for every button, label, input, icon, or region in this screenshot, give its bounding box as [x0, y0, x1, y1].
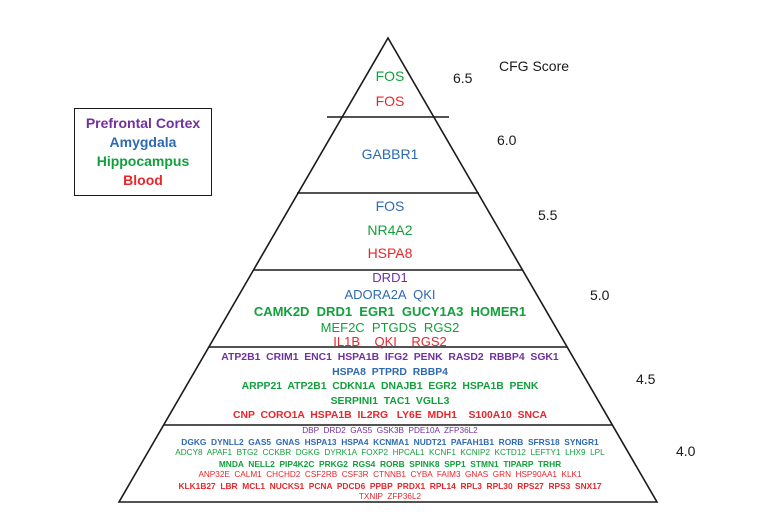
legend-amygdala: Amygdala: [109, 134, 177, 150]
legend-blood: Blood: [123, 172, 163, 188]
score-label: 4.0: [676, 443, 696, 459]
tier4-hippocampus-genes-2: MEF2C PTGDS RGS2: [320, 320, 460, 335]
tier1-blood-genes: FOS: [375, 93, 405, 109]
tier6-hippocampus-genes-1: ADCY8 APAF1 BTG2 CCKBR DGKG DYRK1A FOXP2…: [175, 448, 605, 457]
tier5-prefrontal-genes: ATP2B1 CRIM1 ENC1 HSPA1B IFG2 PENK RASD2…: [221, 352, 559, 363]
score-label: 4.5: [636, 371, 656, 387]
tier6-blood-genes-2: KLK1B27 LBR MCL1 NUCKS1 PCNA PDCD6 PPBP …: [178, 481, 602, 491]
tier2-amygdala-genes: GABBR1: [361, 146, 419, 162]
tier3-amygdala-genes: FOS: [375, 198, 405, 214]
score-label: 5.5: [538, 207, 558, 223]
legend-hippocampus: Hippocampus: [96, 153, 190, 169]
tier6-blood-genes-3: TXNIP ZFP36L2: [358, 492, 422, 501]
score-label: 5.0: [590, 287, 610, 303]
tier1-hippocampus-genes: FOS: [375, 68, 405, 84]
tier4-hippocampus-genes-1: CAMK2D DRD1 EGR1 GUCY1A3 HOMER1: [253, 304, 527, 319]
tier5-hippocampus-genes-1: ARPP21 ATP2B1 CDKN1A DNAJB1 EGR2 HSPA1B …: [241, 381, 539, 392]
cfg-score-title: CFG Score: [499, 58, 570, 74]
pyramid-outline: [117, 36, 659, 503]
tier5-blood-genes: CNP CORO1A HSPA1B IL2RG LY6E MDH1 S100A1…: [232, 410, 548, 421]
tier5-amygdala-genes: HSPA8 PTPRD RBBP4: [332, 367, 448, 378]
tier5-hippocampus-genes-2: SERPINI1 TAC1 VGLL3: [330, 396, 450, 407]
tier3-blood-genes: HSPA8: [367, 245, 413, 261]
tier4-amygdala-genes: ADORA2A QKI: [344, 287, 436, 302]
score-label: 6.5: [453, 70, 473, 86]
tier6-blood-genes-1: ANP32E CALM1 CHCHD2 CSF2RB CSF3R CTNNB1 …: [198, 470, 582, 479]
legend-box: Prefrontal Cortex Amygdala Hippocampus B…: [74, 108, 212, 196]
tier6-prefrontal-genes: DBP DRD2 GAS5 GSK3B PDE10A ZFP36L2: [302, 426, 478, 435]
legend-prefrontal: Prefrontal Cortex: [85, 115, 201, 131]
tier3-hippocampus-genes: NR4A2: [367, 222, 413, 238]
score-label: 6.0: [497, 132, 517, 148]
tier6-amygdala-genes: DGKG DYNLL2 GAS5 GNAS HSPA13 HSPA4 KCNMA…: [181, 437, 599, 447]
tier6-hippocampus-genes-2: MNDA NELL2 PIP4K2C PRKG2 RGS4 RORB SPINK…: [218, 459, 562, 469]
tier4-prefrontal-genes: DRD1: [372, 270, 408, 285]
tier4-blood-genes: IL1B QKI RGS2: [333, 334, 447, 349]
